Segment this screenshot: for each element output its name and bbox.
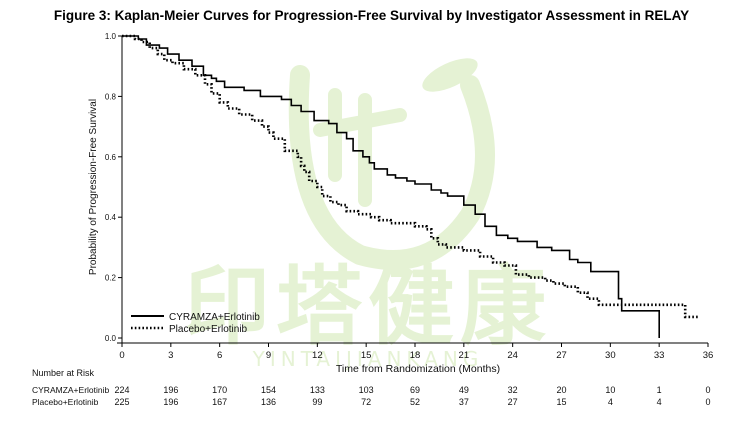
- x-tick-label: 0: [119, 350, 124, 361]
- risk-cell: 0: [705, 397, 710, 407]
- y-axis-label: Probability of Progression-Free Survival: [88, 99, 99, 275]
- watermark: 印塔健康 YINTAIJIANKANG: [184, 58, 552, 371]
- x-tick-label: 21: [459, 350, 470, 361]
- risk-cell: 225: [114, 397, 129, 407]
- x-tick-label: 15: [361, 350, 372, 361]
- series-line-placebo-erlotinib: [122, 34, 700, 319]
- watermark-logo-icon: [288, 58, 495, 270]
- legend: CYRAMZA+Erlotinib Placebo+Erlotinib: [131, 312, 260, 335]
- risk-cell: 4: [657, 397, 662, 407]
- risk-cell: 10: [605, 385, 615, 395]
- risk-cell: 196: [163, 385, 178, 395]
- risk-table-title: Number at Risk: [32, 368, 95, 378]
- risk-cell: 170: [212, 385, 227, 395]
- figure-title: Figure 3: Kaplan-Meier Curves for Progre…: [53, 8, 690, 23]
- x-tick-label: 18: [410, 350, 421, 361]
- x-axis-ticks: 0 3 6 9 12 15 18 21 24 27 30 33 36: [119, 343, 713, 361]
- y-tick-label: 1.0: [105, 32, 117, 41]
- risk-cell: 15: [556, 397, 566, 407]
- risk-cell: 136: [261, 397, 276, 407]
- risk-cell: 49: [459, 385, 469, 395]
- risk-cell: 69: [410, 385, 420, 395]
- risk-cell: 196: [163, 397, 178, 407]
- risk-cell: 99: [312, 397, 322, 407]
- risk-cell: 72: [361, 397, 371, 407]
- x-tick-label: 27: [556, 350, 567, 361]
- axes: [117, 36, 708, 344]
- risk-cell: 1: [657, 385, 662, 395]
- risk-cell: 0: [705, 385, 710, 395]
- legend-label-placebo: Placebo+Erlotinib: [169, 324, 248, 335]
- series-group: [122, 34, 700, 338]
- x-tick-label: 12: [312, 350, 323, 361]
- y-tick-label: 0.2: [105, 274, 117, 283]
- x-tick-label: 3: [168, 350, 173, 361]
- x-axis-label: Time from Randomization (Months): [336, 363, 500, 375]
- risk-cell: 4: [608, 397, 613, 407]
- y-tick-label: 0.0: [105, 334, 117, 343]
- risk-cell: 27: [508, 397, 518, 407]
- x-tick-label: 9: [266, 350, 271, 361]
- risk-cell: 224: [114, 385, 129, 395]
- x-tick-label: 33: [654, 350, 665, 361]
- risk-cell: 133: [310, 385, 325, 395]
- legend-label-cyramza: CYRAMZA+Erlotinib: [169, 312, 260, 323]
- risk-cell: 154: [261, 385, 276, 395]
- risk-cell: 103: [359, 385, 374, 395]
- risk-table: CYRAMZA+Erlotinib 224 196 170 154 133 103 69 49 3…: [32, 385, 711, 407]
- watermark-subtext: YINTAIJIANKANG: [252, 347, 484, 371]
- x-tick-label: 6: [217, 350, 222, 361]
- risk-cell: 20: [556, 385, 566, 395]
- y-tick-label: 0.6: [105, 153, 117, 162]
- watermark-text: 印塔健康: [184, 257, 552, 357]
- risk-row-label: CYRAMZA+Erlotinib: [32, 385, 110, 395]
- risk-cell: 37: [459, 397, 469, 407]
- risk-cell: 52: [410, 397, 420, 407]
- y-axis-ticks: 0.0 0.2 0.4 0.6 0.8 1.0: [105, 32, 122, 343]
- risk-cell: 167: [212, 397, 227, 407]
- x-tick-label: 24: [507, 350, 518, 361]
- y-tick-label: 0.8: [105, 92, 117, 101]
- x-tick-label: 30: [605, 350, 616, 361]
- x-tick-label: 36: [703, 350, 714, 361]
- risk-row-label: Placebo+Erlotinib: [32, 397, 99, 407]
- y-tick-label: 0.4: [105, 213, 117, 222]
- series-line-cyramza-erlotinib: [122, 35, 660, 338]
- risk-cell: 32: [508, 385, 518, 395]
